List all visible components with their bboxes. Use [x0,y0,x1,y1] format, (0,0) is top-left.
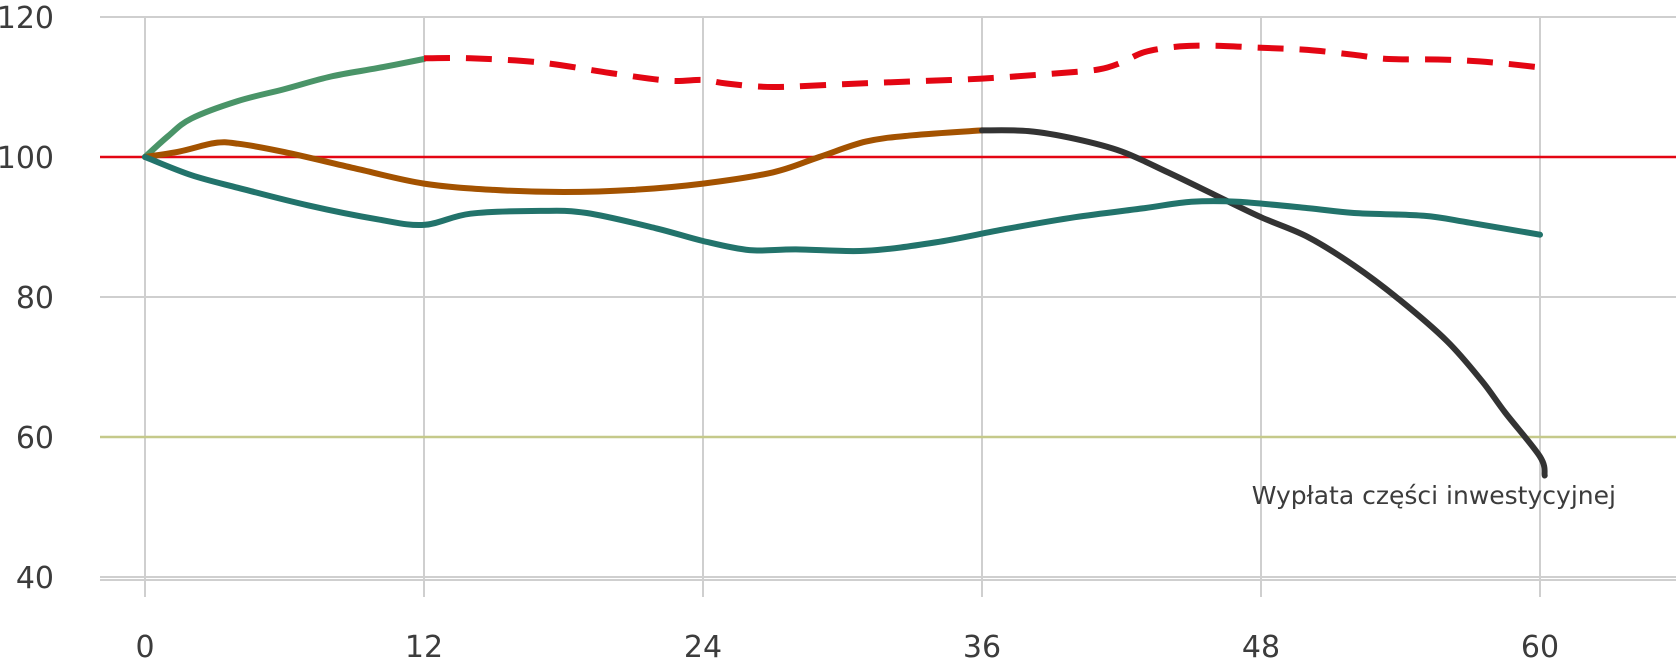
grid [100,16,1676,597]
series-lines [142,42,1548,479]
y-tick-label: 120 [0,1,54,36]
x-tick-label: 12 [405,630,443,659]
x-tick-label: 60 [1521,630,1559,659]
x-tick-label: 24 [684,630,722,659]
series-line-1 [142,56,427,160]
y-tick-label: 100 [0,141,54,176]
y-tick-label: 80 [16,281,54,316]
reference-lines [100,155,1676,439]
y-tick-label: 60 [16,421,54,456]
y-tick-label: 40 [16,561,54,596]
x-tick-label: 0 [135,630,154,659]
series-line-2 [423,42,1541,91]
series-line-4 [979,127,1548,479]
x-tick-label: 48 [1242,630,1280,659]
series-line-5 [142,154,1543,255]
x-tick-label: 36 [963,630,1001,659]
annotation-label: Wypłata części inwestycyjnej [1252,481,1616,510]
series-line-3 [142,127,985,195]
tick-labels: 40 60 80 100 120 0 12 24 36 48 60 [0,1,1559,659]
